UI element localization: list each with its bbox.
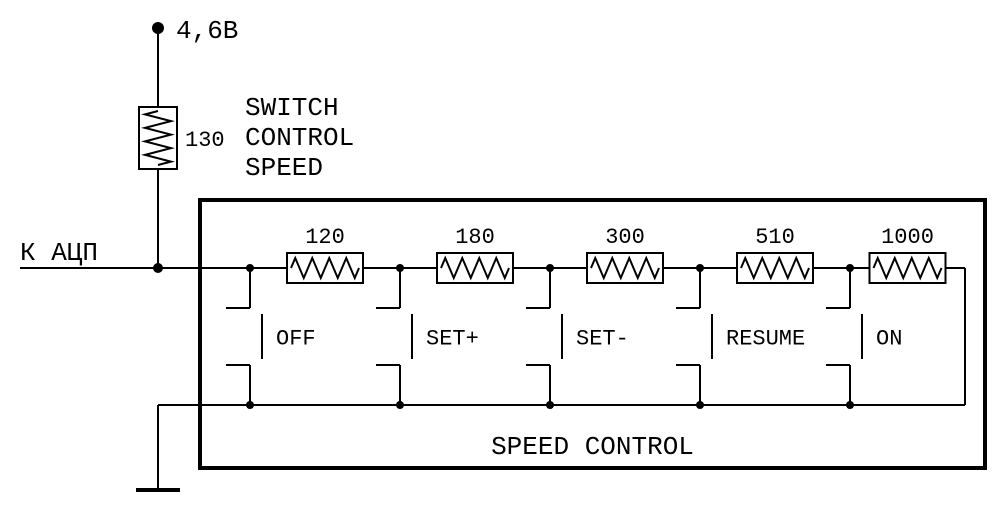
box-title: SPEED CONTROL: [491, 432, 694, 462]
title-line: SPEED: [245, 153, 323, 183]
switch-label: RESUME: [726, 327, 805, 352]
switch-label: SET+: [426, 327, 479, 352]
resistor-value: 300: [605, 225, 645, 250]
switch-label: OFF: [276, 327, 316, 352]
resistor-value: 510: [755, 225, 795, 250]
title-line: SWITCH: [245, 93, 339, 123]
adc-label: К АЦП: [20, 238, 98, 268]
resistor-value: 1000: [881, 225, 934, 250]
resistor-value: 180: [455, 225, 495, 250]
switch-label: ON: [876, 327, 902, 352]
r-top-value: 130: [185, 128, 225, 153]
switch-label: SET-: [576, 327, 629, 352]
resistor-value: 120: [305, 225, 345, 250]
title-line: CONTROL: [245, 123, 354, 153]
supply-voltage-label: 4,6В: [176, 16, 238, 46]
